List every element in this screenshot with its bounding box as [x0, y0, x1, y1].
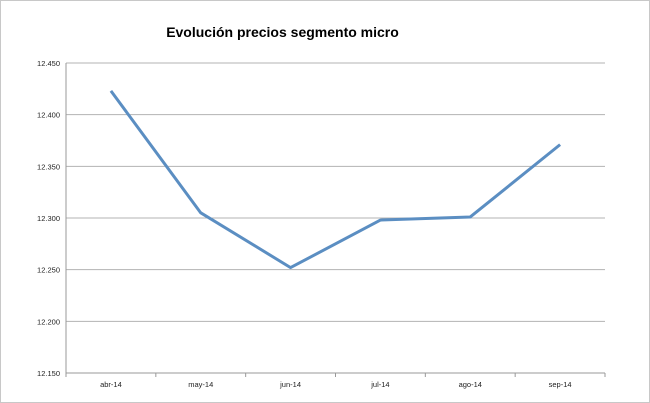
x-tick-label: jun-14	[279, 380, 301, 389]
y-tick-label: 12.450	[37, 59, 60, 68]
chart-title: Evolución precios segmento micro	[166, 24, 399, 40]
x-tick-label: jul-14	[370, 380, 389, 389]
y-tick-label: 12.150	[37, 369, 60, 378]
y-tick-label: 12.350	[37, 162, 60, 171]
series-line	[109, 90, 562, 270]
x-tick-label: ago-14	[459, 380, 482, 389]
x-tick-label: abr-14	[100, 380, 122, 389]
y-tick-label: 12.250	[37, 266, 60, 275]
y-tick-label: 12.200	[37, 317, 60, 326]
y-tick-label: 12.300	[37, 214, 60, 223]
x-tick-label: may-14	[188, 380, 213, 389]
x-tick-label: sep-14	[549, 380, 572, 389]
y-tick-label: 12.400	[37, 111, 60, 120]
